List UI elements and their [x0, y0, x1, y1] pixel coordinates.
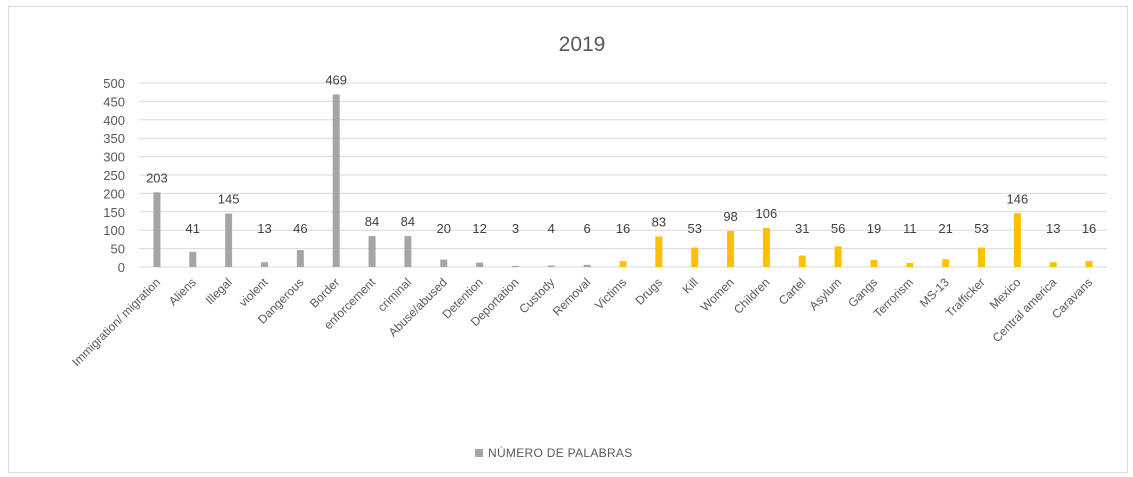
- bar: [476, 262, 484, 267]
- x-category-label: Victims: [592, 275, 629, 312]
- x-category-label: Illegal: [203, 275, 235, 307]
- x-category-label: Removal: [550, 275, 593, 318]
- y-tick-label: 150: [103, 205, 125, 220]
- data-label: 106: [756, 206, 778, 221]
- bar: [547, 265, 555, 267]
- data-label: 53: [974, 221, 988, 236]
- data-label: 21: [938, 221, 952, 236]
- y-tick-label: 450: [103, 94, 125, 109]
- gridlines: [139, 82, 1107, 268]
- x-category-label: Drugs: [632, 275, 665, 308]
- y-tick-label: 500: [103, 76, 125, 91]
- data-label: 84: [401, 214, 415, 229]
- y-tick-label: 0: [118, 260, 125, 275]
- bar: [655, 236, 663, 267]
- data-label: 12: [472, 221, 486, 236]
- chart-frame: 2019 0 50 100 150 200 250 300 350 400 450 500 203 4…: [8, 6, 1128, 473]
- bar: [798, 255, 806, 267]
- bar: [727, 230, 735, 267]
- y-tick-label: 250: [103, 168, 125, 183]
- y-tick-label: 100: [103, 223, 125, 238]
- bar: [189, 251, 197, 267]
- bar: [511, 265, 519, 267]
- x-category-label: Trafficker: [943, 275, 988, 320]
- data-label: 83: [652, 214, 666, 229]
- data-label: 3: [512, 221, 519, 236]
- bar: [332, 94, 340, 268]
- x-category-label: violent: [236, 275, 271, 310]
- bar: [691, 247, 699, 267]
- data-label: 11: [903, 221, 917, 236]
- x-category-label: Children: [731, 275, 773, 317]
- data-label: 19: [867, 221, 881, 236]
- category-labels: Immigration/ migration Aliens Illegal viole…: [69, 275, 1095, 369]
- bars: [153, 94, 1093, 268]
- bar: [260, 262, 268, 267]
- bar: [1049, 262, 1057, 267]
- data-label: 41: [186, 221, 200, 236]
- bar: [368, 236, 376, 267]
- bar: [906, 262, 914, 267]
- y-axis-ticks: 0 50 100 150 200 250 300 350 400 450 500: [103, 76, 125, 275]
- data-label: 4: [548, 221, 555, 236]
- legend: NÚMERO DE PALABRAS: [475, 445, 633, 460]
- bar: [1013, 213, 1021, 267]
- bar: [978, 247, 986, 267]
- data-label: 145: [218, 192, 240, 207]
- x-category-label: Gangs: [845, 275, 880, 310]
- bar: [942, 259, 950, 267]
- bar: [1085, 261, 1093, 267]
- data-label: 56: [831, 221, 845, 236]
- data-label: 20: [437, 221, 451, 236]
- data-label: 53: [687, 221, 701, 236]
- data-label: 46: [293, 221, 307, 236]
- y-tick-label: 350: [103, 131, 125, 146]
- x-category-label: Asylum: [807, 275, 845, 313]
- x-category-label: Immigration/ migration: [69, 275, 163, 369]
- data-label: 13: [257, 221, 271, 236]
- bar: [619, 261, 627, 267]
- data-label: 16: [1082, 221, 1096, 236]
- bar: [440, 259, 448, 267]
- bar: [870, 260, 878, 267]
- data-label: 98: [723, 209, 737, 224]
- data-label: 84: [365, 214, 379, 229]
- legend-label: NÚMERO DE PALABRAS: [488, 445, 633, 460]
- data-label: 31: [795, 221, 809, 236]
- legend-swatch: [475, 449, 483, 457]
- data-label: 16: [616, 221, 630, 236]
- bar: [225, 213, 233, 267]
- y-tick-label: 300: [103, 150, 125, 165]
- x-category-label: Cartel: [776, 275, 809, 308]
- x-category-label: Aliens: [166, 275, 199, 308]
- data-label: 146: [1007, 191, 1029, 206]
- data-label: 203: [146, 170, 168, 185]
- x-category-label: Central america: [990, 275, 1060, 345]
- y-tick-label: 50: [111, 242, 125, 257]
- bar: [762, 227, 770, 267]
- bar: [296, 250, 304, 267]
- x-category-label: Women: [698, 275, 737, 314]
- x-category-label: Terrorism: [871, 275, 916, 320]
- data-label: 469: [325, 72, 347, 87]
- bar: [404, 236, 412, 267]
- data-label: 6: [584, 221, 591, 236]
- data-label: 13: [1046, 221, 1060, 236]
- y-tick-label: 200: [103, 186, 125, 201]
- bar: [153, 192, 161, 267]
- x-category-label: Kill: [680, 275, 701, 296]
- bar: [834, 246, 842, 267]
- y-tick-label: 400: [103, 113, 125, 128]
- chart-title: 2019: [559, 33, 606, 56]
- bar: [583, 264, 591, 267]
